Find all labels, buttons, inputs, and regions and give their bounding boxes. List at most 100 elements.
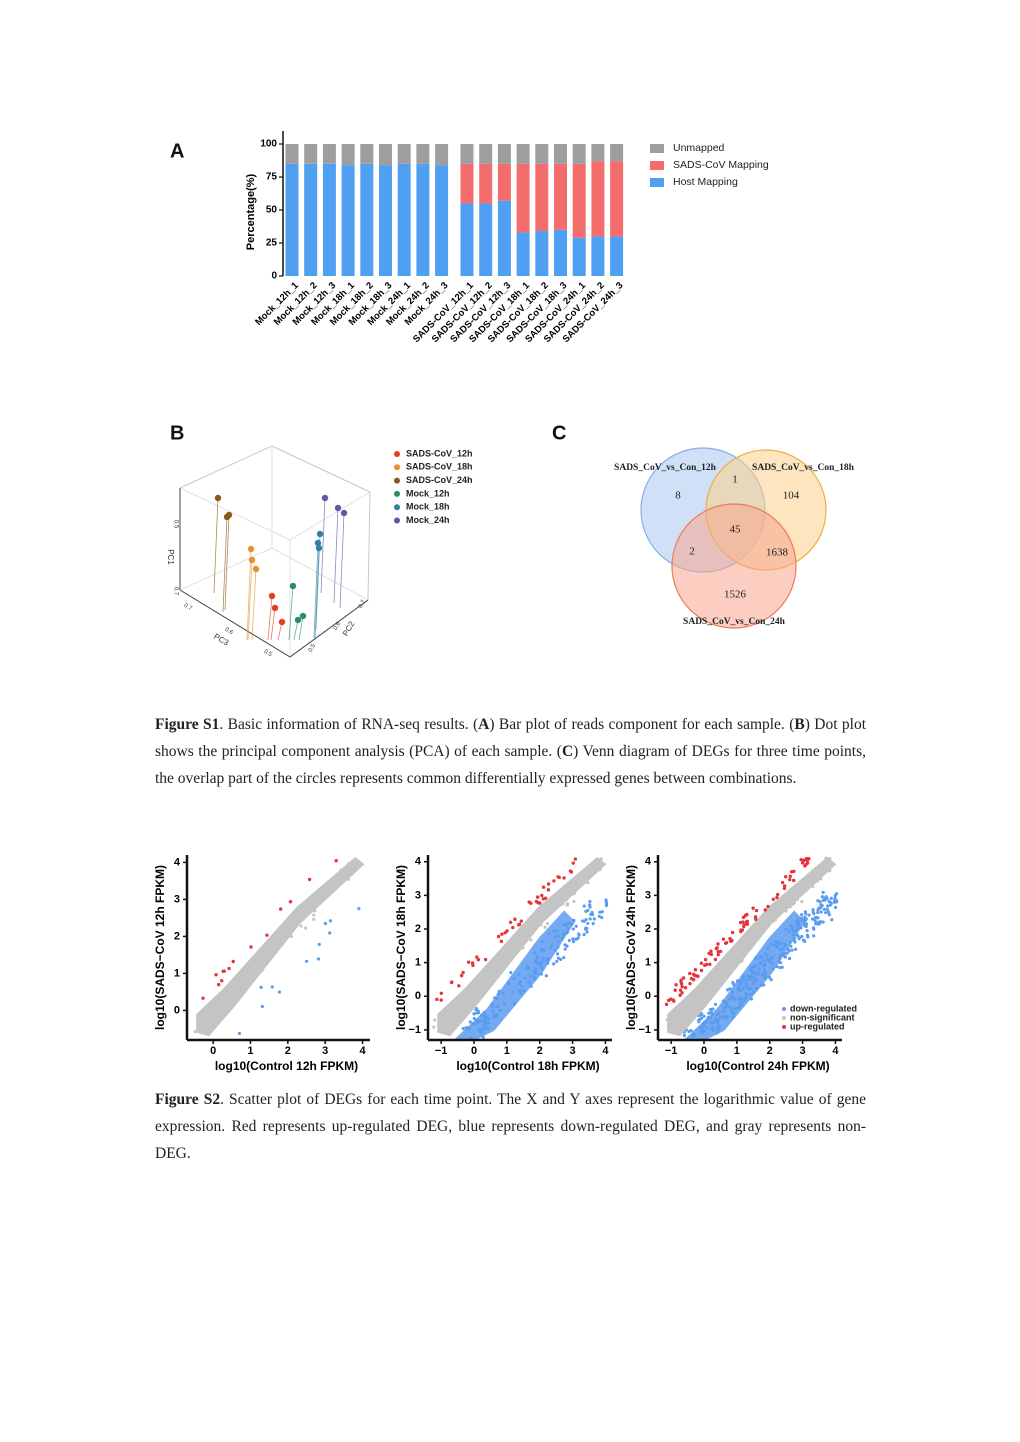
non-sig-dot: [501, 960, 505, 964]
up-dot: [751, 906, 755, 910]
down-dot: [533, 977, 537, 981]
down-dot: [328, 931, 332, 935]
down-dot: [755, 987, 759, 991]
down-dot: [763, 952, 768, 956]
up-dot: [671, 998, 675, 1002]
down-dot: [737, 997, 741, 1001]
down-dot: [796, 920, 800, 925]
non-sig-dot: [735, 955, 739, 959]
up-dot: [789, 870, 794, 874]
up-dot: [674, 983, 678, 987]
down-dot: [774, 939, 778, 944]
down-dot: [600, 910, 604, 914]
down-dot: [718, 1025, 722, 1029]
non-sig-dot: [709, 976, 713, 980]
sample-point: [340, 509, 348, 517]
down-dot: [604, 901, 609, 906]
up-dot: [529, 901, 533, 905]
down-dot: [834, 900, 839, 904]
down-dot: [736, 988, 740, 992]
down-dot: [731, 981, 735, 985]
bar-segment: [360, 163, 374, 276]
down-dot: [743, 997, 747, 1001]
down-dot: [814, 915, 818, 920]
non-sig-dot: [819, 872, 823, 876]
y-tick-label: 0: [645, 990, 651, 1002]
down-dot: [571, 927, 575, 931]
bar-segment: [610, 236, 624, 276]
down-dot: [328, 919, 333, 923]
up-dot: [679, 978, 683, 982]
up-dot: [461, 970, 465, 975]
up-dot: [496, 934, 501, 939]
up-dot: [683, 986, 688, 990]
non-sig-dot: [598, 868, 602, 872]
down-dot: [757, 967, 761, 971]
down-dot: [819, 910, 823, 914]
axis-text: 0.6: [224, 627, 235, 637]
up-dot: [220, 979, 224, 983]
non-sig-dot: [461, 999, 465, 1003]
axis-text: 0.5: [263, 649, 274, 659]
non-sig-dot: [473, 988, 478, 993]
up-dot: [745, 919, 750, 924]
down-dot: [759, 983, 763, 987]
down-dot: [821, 898, 825, 902]
up-dot: [552, 879, 556, 883]
non-sig-dot: [708, 981, 712, 985]
down-dot: [756, 972, 760, 976]
down-dot: [553, 935, 557, 939]
down-dot: [811, 908, 815, 912]
down-dot: [709, 1016, 713, 1020]
non-sig-dot: [730, 964, 734, 968]
y-tick-label: 25: [266, 238, 278, 249]
down-dot: [566, 929, 570, 934]
down-dot: [830, 918, 834, 922]
up-dot: [679, 981, 684, 986]
down-dot: [730, 1009, 734, 1013]
down-dot: [776, 943, 780, 947]
caption-bold: C: [561, 743, 574, 760]
y-tick-label: 0: [271, 271, 277, 282]
up-dot: [678, 993, 682, 997]
down-dot: [570, 922, 574, 926]
non-sig-dot: [766, 924, 771, 928]
bar-segment: [416, 163, 430, 276]
non-sig-dot: [573, 888, 577, 892]
non-sig-dot: [251, 966, 255, 970]
down-dot: [519, 984, 524, 988]
down-dot: [713, 1017, 718, 1021]
non-sig-dot: [570, 888, 575, 892]
bar-segment: [535, 163, 549, 232]
down-dot: [237, 1031, 242, 1036]
drop-line: [267, 595, 273, 641]
up-dot: [216, 982, 221, 987]
down-dot: [517, 982, 521, 986]
y-tick-label: 100: [260, 139, 277, 150]
non-sig-dot: [545, 922, 550, 926]
down-dot: [816, 899, 820, 903]
y-tick-label: −1: [638, 1024, 651, 1036]
bar-segment: [554, 229, 567, 276]
up-dot: [688, 981, 692, 986]
non-sig-dot: [529, 938, 533, 942]
down-dot: [826, 910, 831, 914]
non-sig-dot: [539, 923, 543, 927]
down-dot: [699, 1026, 703, 1031]
down-dot: [790, 948, 794, 952]
down-dot: [533, 951, 537, 955]
y-tick-label: −1: [408, 1024, 421, 1036]
sample-point: [271, 604, 279, 612]
down-dot: [767, 975, 772, 979]
non-sig-dot: [819, 877, 823, 881]
down-dot: [317, 942, 321, 946]
non-sig-dot: [784, 909, 788, 913]
up-dot: [222, 969, 227, 973]
down-dot: [769, 978, 773, 982]
down-dot: [705, 1026, 709, 1030]
up-dot: [449, 980, 454, 985]
down-dot: [481, 1035, 485, 1039]
x-tick-label: 1: [504, 1045, 510, 1057]
